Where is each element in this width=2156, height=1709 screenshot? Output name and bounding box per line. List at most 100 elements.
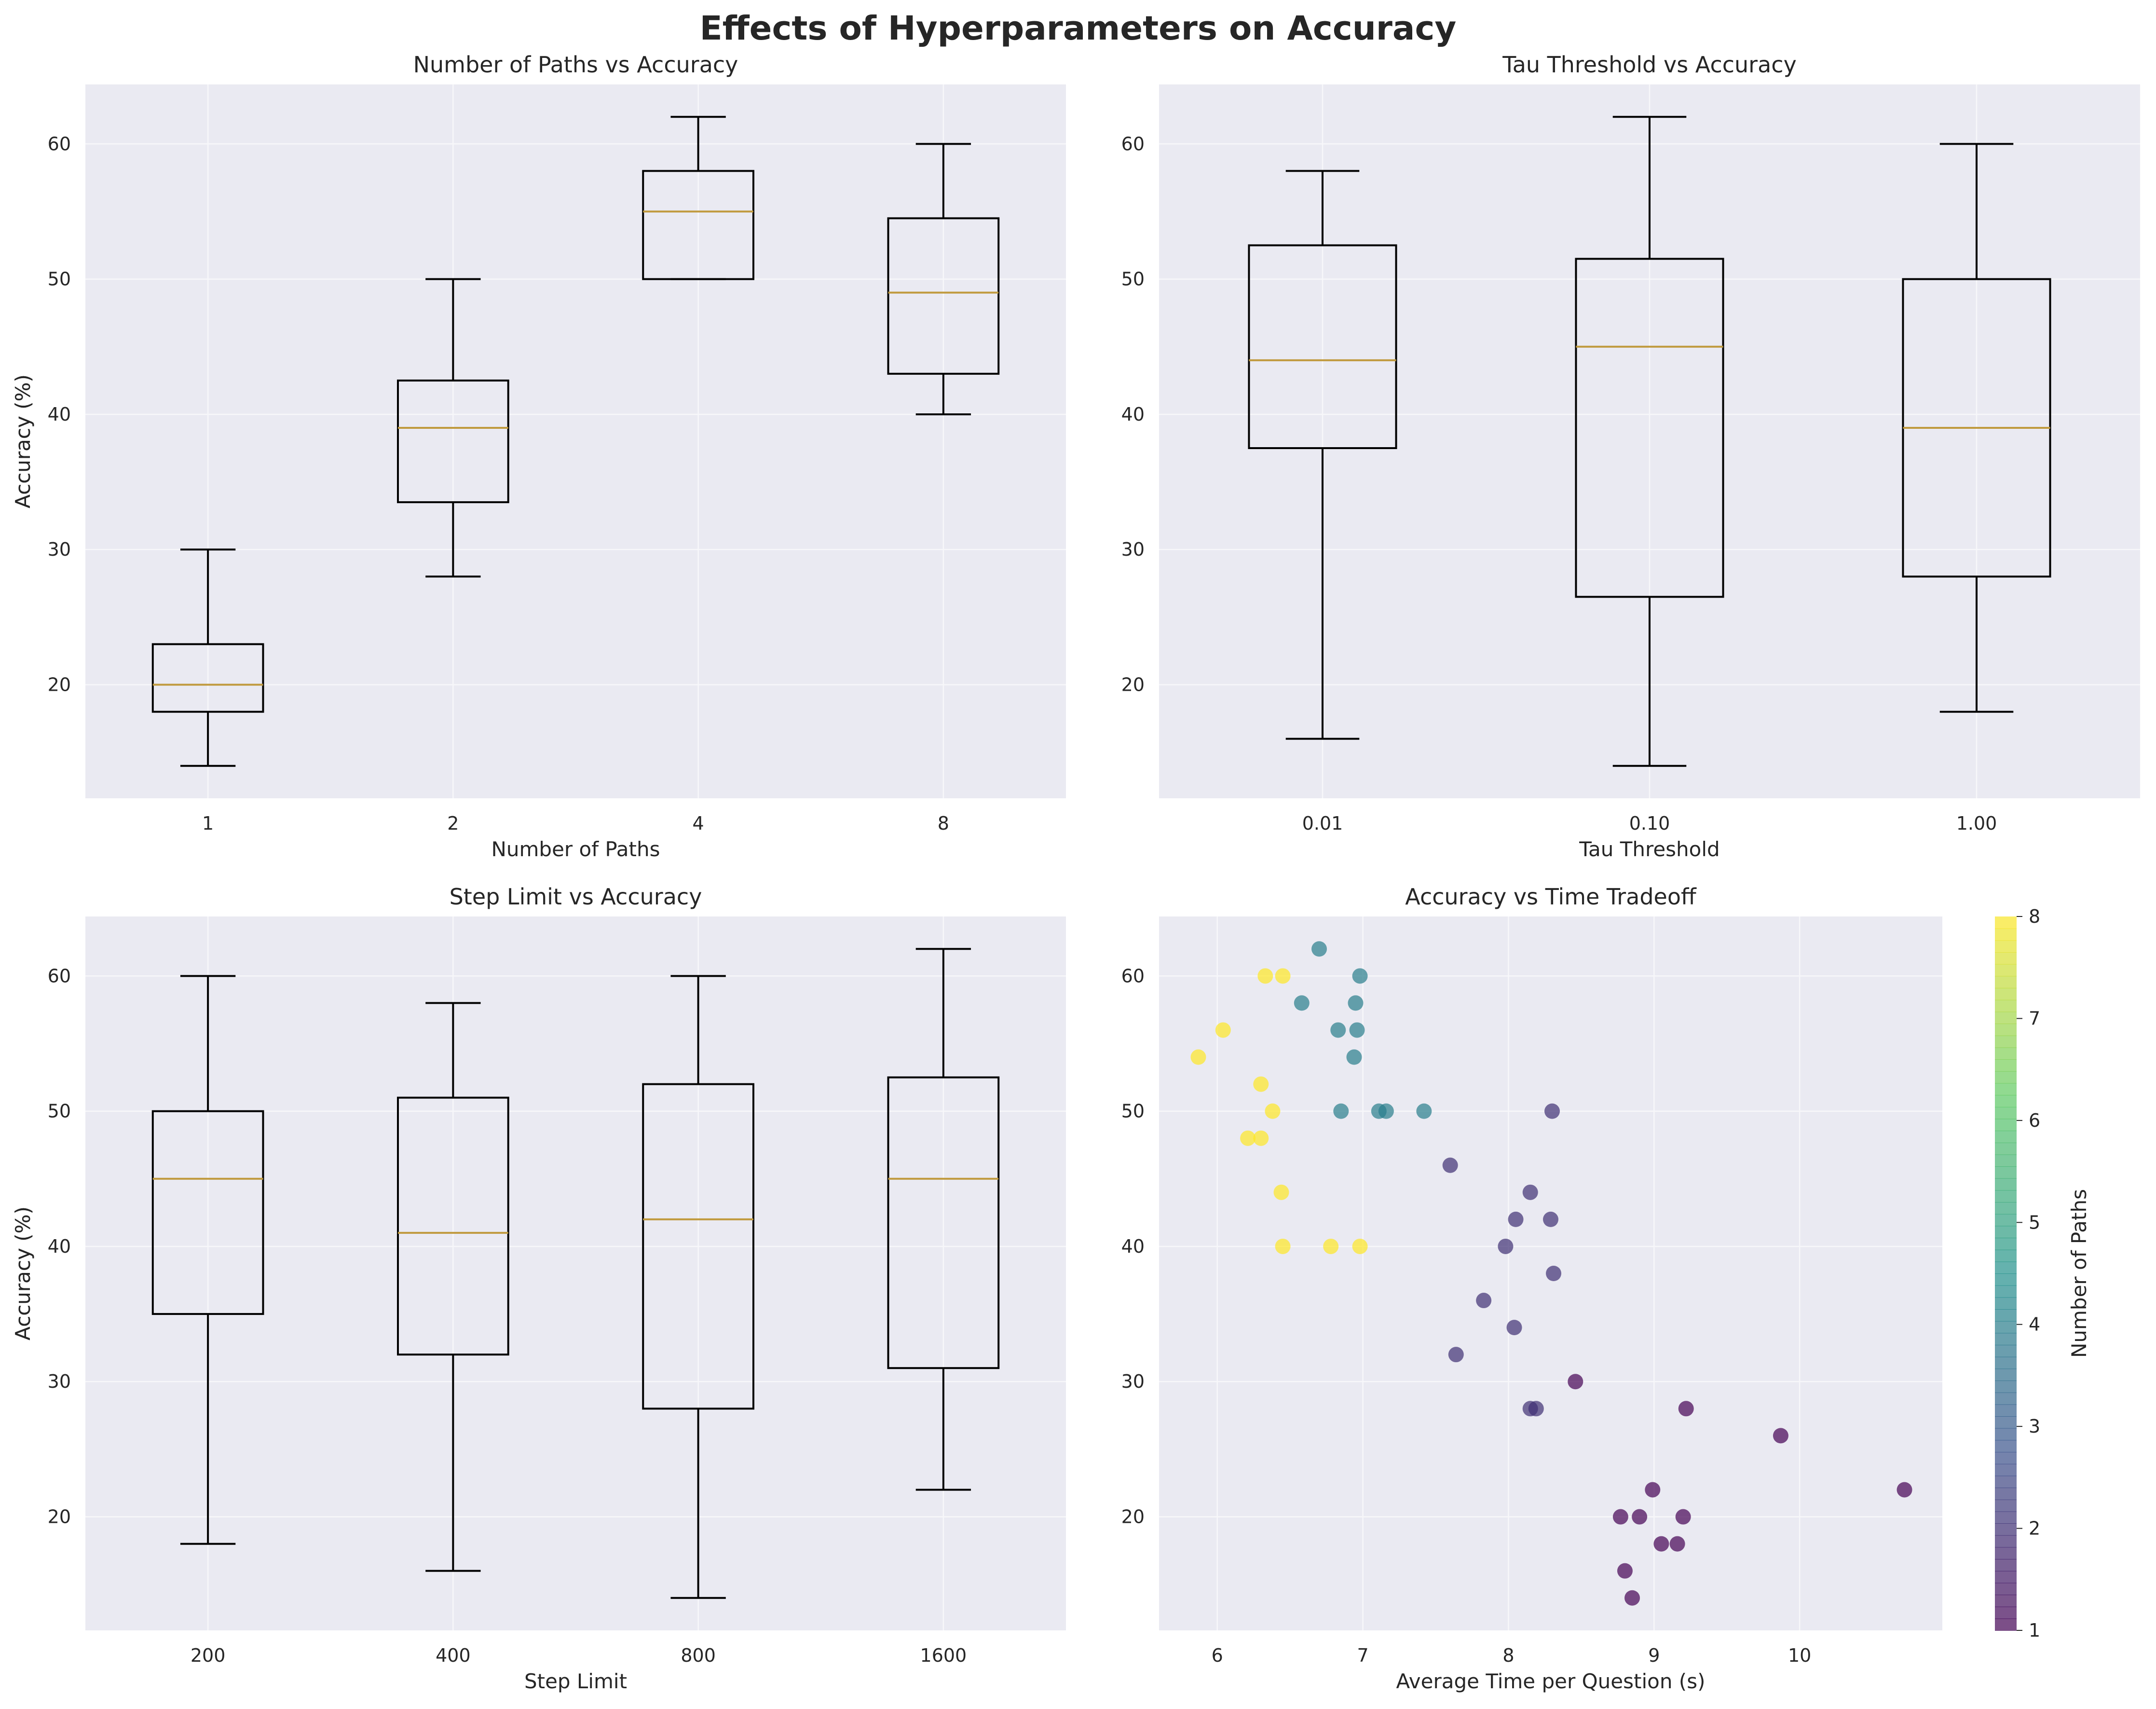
scatter-point (1612, 1509, 1628, 1525)
colorbar-segment (1995, 1024, 2017, 1036)
colorbar-segment (1995, 999, 2017, 1012)
scatter-point (1190, 1049, 1206, 1065)
scatter-point (1544, 1103, 1560, 1119)
scatter-point (1348, 995, 1364, 1011)
colorbar-segment (1995, 1154, 2017, 1167)
scatter-point (1522, 1184, 1538, 1200)
x-tick-label: 1 (202, 813, 214, 834)
colorbar-segment (1995, 1416, 2017, 1429)
x-tick-label: 0.10 (1629, 813, 1670, 834)
box-800 (642, 975, 754, 1599)
y-axis-label: Accuracy (%) (11, 374, 35, 508)
colorbar-segment (1995, 1476, 2017, 1488)
box-200 (151, 975, 264, 1545)
x-tick-label: 4 (693, 813, 704, 834)
panel-title: Step Limit vs Accuracy (450, 884, 702, 910)
colorbar-segment (1995, 1381, 2017, 1393)
colorbar-segment (1995, 1214, 2017, 1227)
scatter-point (1624, 1590, 1640, 1606)
colorbar-segment (1995, 988, 2017, 1000)
scatter-point (1498, 1238, 1514, 1254)
y-tick-label: 30 (48, 539, 71, 560)
scatter-point (1253, 1076, 1269, 1092)
colorbar-segment (1995, 916, 2017, 929)
colorbar-label: Number of Paths (2067, 1189, 2091, 1358)
colorbar-segment (1995, 1595, 2017, 1607)
scatter-point (1275, 1238, 1291, 1254)
box-iqr (1248, 244, 1397, 450)
colorbar-segment (1995, 1583, 2017, 1595)
box-1600 (887, 948, 1000, 1491)
scatter-point (1311, 941, 1327, 957)
colorbar-segment (1995, 1047, 2017, 1060)
x-tick-label: 6 (1212, 1645, 1223, 1666)
scatter-point (1678, 1401, 1694, 1417)
box-0.10 (1575, 116, 1724, 767)
box-iqr (151, 643, 264, 713)
x-axis-label: Tau Threshold (1579, 837, 1719, 861)
colorbar-segment (1995, 1178, 2017, 1191)
colorbar-segment (1995, 1571, 2017, 1584)
colorbar-segment (1995, 1226, 2017, 1238)
colorbar-segment (1995, 1285, 2017, 1298)
scatter-point (1275, 968, 1291, 984)
box-iqr (642, 1083, 754, 1410)
scatter-point (1265, 1103, 1281, 1119)
box-iqr (1575, 258, 1724, 598)
colorbar-segment (1995, 1249, 2017, 1262)
colorbar-segment (1995, 1095, 2017, 1107)
box-1.00 (1902, 143, 2051, 713)
y-tick-label: 60 (1121, 133, 1145, 154)
x-tick-label: 400 (436, 1645, 471, 1666)
scatter-point (1416, 1103, 1432, 1119)
colorbar-segment (1995, 1238, 2017, 1250)
colorbar-tick-label: 8 (2029, 906, 2040, 927)
panel-tau-threshold: 20 30 40 50 60 0.01 0.10 1.00 Tau Threshold vs A… (11, 52, 2140, 861)
y-tick-label: 20 (48, 674, 71, 696)
colorbar-tick-label: 3 (2029, 1416, 2040, 1437)
panel-accuracy-vs-time: 20 30 40 50 60 6 7 8 9 10 Accuracy vs Time Tradeof… (11, 884, 1942, 1693)
colorbar: 1 2 3 4 5 6 7 8 Number of Paths (1995, 906, 2091, 1641)
colorbar-segment (1995, 1297, 2017, 1310)
box-8 (887, 143, 1000, 415)
x-tick-label: 0.01 (1302, 813, 1343, 834)
scatter-point (1476, 1293, 1492, 1309)
x-axis-label: Number of Paths (491, 837, 660, 861)
y-axis-label: Accuracy (%) (11, 374, 35, 508)
box-iqr (151, 1110, 264, 1315)
panel-title: Number of Paths vs Accuracy (413, 52, 738, 78)
y-tick-label: 50 (48, 1101, 71, 1122)
box-4 (642, 116, 754, 280)
scatter-point (1253, 1130, 1269, 1146)
scatter-point (1506, 1320, 1522, 1336)
scatter-point (1352, 1238, 1368, 1254)
colorbar-segment (1995, 1059, 2017, 1072)
colorbar-segment (1995, 1119, 2017, 1131)
scatter-point (1349, 1022, 1365, 1038)
box-iqr (887, 1076, 1000, 1369)
figure-title: Effects of Hyperparameters on Accuracy (700, 9, 1457, 48)
y-tick-label: 40 (48, 404, 71, 425)
colorbar-segment (1995, 940, 2017, 953)
colorbar-segment (1995, 1321, 2017, 1334)
colorbar-segment (1995, 1142, 2017, 1155)
scatter-point (1294, 995, 1310, 1011)
y-tick-label: 20 (1121, 1506, 1145, 1528)
scatter-point (1528, 1401, 1544, 1417)
scatter-point (1508, 1211, 1524, 1227)
x-tick-label: 1.00 (1956, 813, 1997, 834)
colorbar-segment (1995, 1345, 2017, 1357)
x-tick-label: 8 (938, 813, 949, 834)
colorbar-segment (1995, 1440, 2017, 1452)
box-400 (397, 1002, 509, 1572)
colorbar-segment (1995, 1368, 2017, 1381)
scatter-point (1257, 968, 1273, 984)
y-tick-label: 60 (1121, 965, 1145, 986)
x-tick-label: 10 (1788, 1645, 1811, 1666)
scatter-point (1273, 1184, 1289, 1200)
scatter-point (1897, 1482, 1912, 1498)
colorbar-segment (1995, 928, 2017, 941)
x-axis-label: Average Time per Question (s) (1396, 1669, 1706, 1693)
scatter-point (1323, 1238, 1339, 1254)
